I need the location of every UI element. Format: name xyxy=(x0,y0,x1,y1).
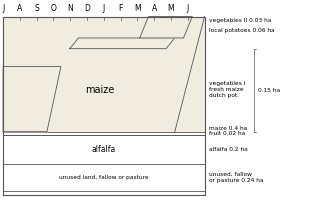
Text: A: A xyxy=(17,4,23,13)
Text: local potatoes 0.06 ha: local potatoes 0.06 ha xyxy=(209,28,275,33)
Polygon shape xyxy=(3,17,205,132)
Text: J: J xyxy=(187,4,189,13)
Text: alfalfa 0.2 ha: alfalfa 0.2 ha xyxy=(209,147,248,152)
Text: N: N xyxy=(67,4,73,13)
Text: unused land, fallow or pasture: unused land, fallow or pasture xyxy=(59,175,149,180)
Text: vegetables I
fresh maize
dutch pot.: vegetables I fresh maize dutch pot. xyxy=(17,91,54,107)
Text: vegetables II 0.03 ha: vegetables II 0.03 ha xyxy=(209,18,271,23)
Text: unused, fallow
or pasture 0.24 ha: unused, fallow or pasture 0.24 ha xyxy=(209,172,263,183)
Text: M: M xyxy=(168,4,174,13)
Polygon shape xyxy=(70,38,175,49)
Polygon shape xyxy=(140,17,192,38)
Text: fruit 0.02 ha: fruit 0.02 ha xyxy=(209,131,245,136)
Text: M: M xyxy=(134,4,141,13)
Text: D: D xyxy=(84,4,90,13)
Text: J: J xyxy=(103,4,105,13)
Text: maize: maize xyxy=(85,85,114,95)
Text: maize 0.4 ha: maize 0.4 ha xyxy=(209,126,247,131)
Text: O: O xyxy=(51,4,56,13)
Text: alfalfa: alfalfa xyxy=(92,145,116,154)
Text: 0.15 ha: 0.15 ha xyxy=(258,88,280,93)
Text: vegetables I
fresh maize
dutch pot.: vegetables I fresh maize dutch pot. xyxy=(209,81,245,98)
Text: vegetables II: vegetables II xyxy=(147,25,185,30)
Polygon shape xyxy=(3,67,61,132)
Text: local potatoes: local potatoes xyxy=(100,41,145,46)
Text: A: A xyxy=(151,4,157,13)
Text: S: S xyxy=(34,4,39,13)
Text: J: J xyxy=(2,4,4,13)
Text: F: F xyxy=(118,4,123,13)
